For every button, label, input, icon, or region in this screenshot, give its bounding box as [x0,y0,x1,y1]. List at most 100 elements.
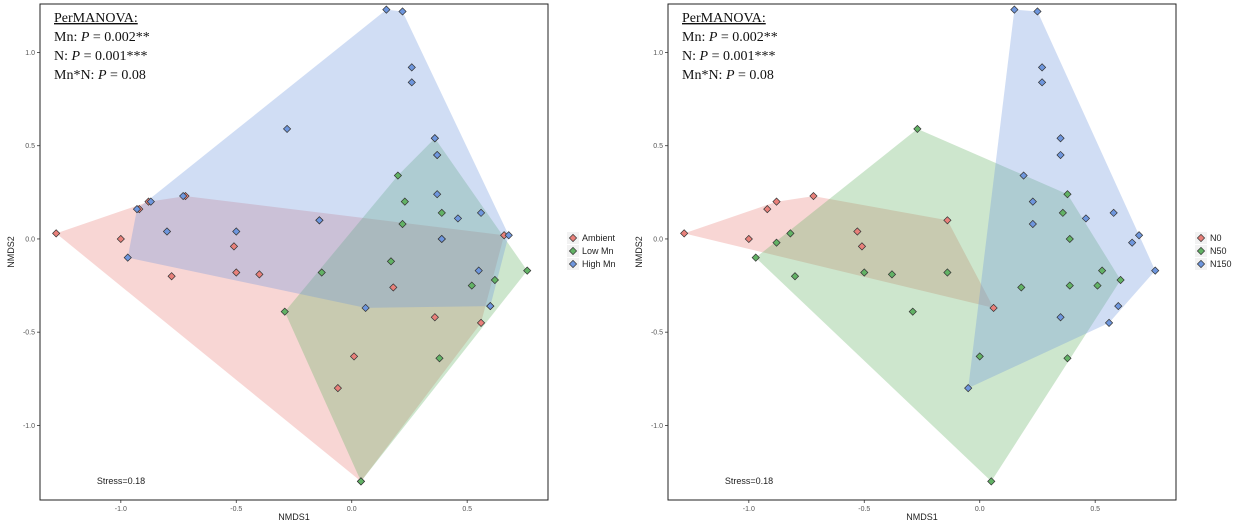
permanova-heading: PerMANOVA: [54,11,138,26]
data-point [943,268,952,277]
y-tick-label: -1.0 [23,423,35,430]
data-point [476,318,486,327]
x-tick-label: -0.5 [230,506,242,513]
data-point [987,477,996,486]
data-point [179,191,188,201]
data-point [282,124,292,134]
data-point [433,190,442,199]
data-point [1116,275,1125,285]
legend-marker [1196,246,1206,256]
x-tick-label: 0.5 [1090,506,1100,513]
x-tick-label: 0.0 [347,506,357,513]
data-point [1104,318,1114,327]
series-n150 [964,5,1160,393]
x-tick-label: 0.0 [975,506,985,513]
data-point [1037,63,1047,72]
hull-n0 [684,196,994,308]
permanova-line: Mn*N: P = 0.08 [54,68,146,83]
data-point [1128,238,1137,247]
data-point [1065,281,1074,290]
legend-marker [568,233,578,243]
plot-frame [667,3,1177,501]
data-point [433,150,442,160]
data-point [1019,171,1028,180]
data-point [453,214,463,223]
y-tick-label: -1.0 [651,423,663,430]
data-point [751,253,760,262]
y-tick-label: 0.0 [653,236,663,243]
data-point [1063,354,1072,363]
data-point [964,384,973,393]
legend-label: Low Mn [582,246,614,256]
data-point [1065,234,1074,244]
data-point [1056,150,1065,160]
hull-ambient [56,196,505,482]
data-point [52,229,61,238]
legend-marker [1196,233,1206,243]
series-n0 [680,191,998,313]
data-point [1028,197,1037,206]
x-tick-label: 0.5 [462,506,472,513]
data-point [790,272,800,281]
data-point [1033,7,1042,16]
data-point [1056,134,1065,143]
hull-n150 [968,9,1156,389]
data-point [523,266,532,275]
data-point [772,197,781,206]
data-point [123,253,132,262]
series-ambient [52,191,509,486]
data-point [407,63,416,72]
data-point [1098,266,1107,275]
hull-group [684,9,1156,482]
data-point [1017,283,1026,292]
data-point [437,208,446,217]
data-point [382,5,391,14]
permanova-annotation: PerMANOVA: Mn: P = 0.002** N: P = 0.001***… [682,11,778,83]
data-point [1063,190,1072,199]
data-point [975,352,984,361]
y-tick-label: 1.0 [25,50,35,57]
data-point [908,307,917,316]
data-point [809,191,818,201]
series-high-mn [123,5,513,313]
data-point [386,257,396,266]
permanova-annotation: PerMANOVA: Mn: P = 0.002** N: P = 0.001***… [54,11,150,83]
legend-label: N0 [1210,233,1222,243]
y-tick-label: -0.5 [651,330,663,337]
data-point [1109,208,1118,217]
data-point [763,205,772,214]
data-point [772,238,781,247]
data-point [860,268,869,277]
data-point [853,227,862,236]
y-tick-label: 0.5 [25,143,35,150]
stress-value: Stress=0.18 [97,476,145,486]
data-point [361,303,370,313]
data-point [315,216,324,225]
data-point [146,197,155,206]
permanova-line: Mn: P = 0.002** [54,30,150,45]
data-point [913,124,922,134]
legend-marker [568,259,578,269]
x-tick-label: -1.0 [743,506,755,513]
data-point [232,268,241,277]
data-point [407,78,416,87]
data-point [398,7,407,16]
legend-marker [568,246,578,256]
data-point [786,229,795,238]
data-point [1037,78,1047,87]
data-point [1058,208,1067,217]
data-point [1028,219,1037,229]
data-point [1134,231,1144,240]
data-point [430,134,439,143]
hull-low-mn [284,138,528,482]
legend-label: N150 [1210,259,1232,269]
data-point [437,234,446,244]
series-n50 [751,124,1125,486]
data-point [486,301,495,311]
data-point [229,242,239,251]
data-point [167,272,176,281]
data-point [116,234,125,244]
data-point [1081,214,1091,223]
legend-label: N50 [1210,246,1227,256]
